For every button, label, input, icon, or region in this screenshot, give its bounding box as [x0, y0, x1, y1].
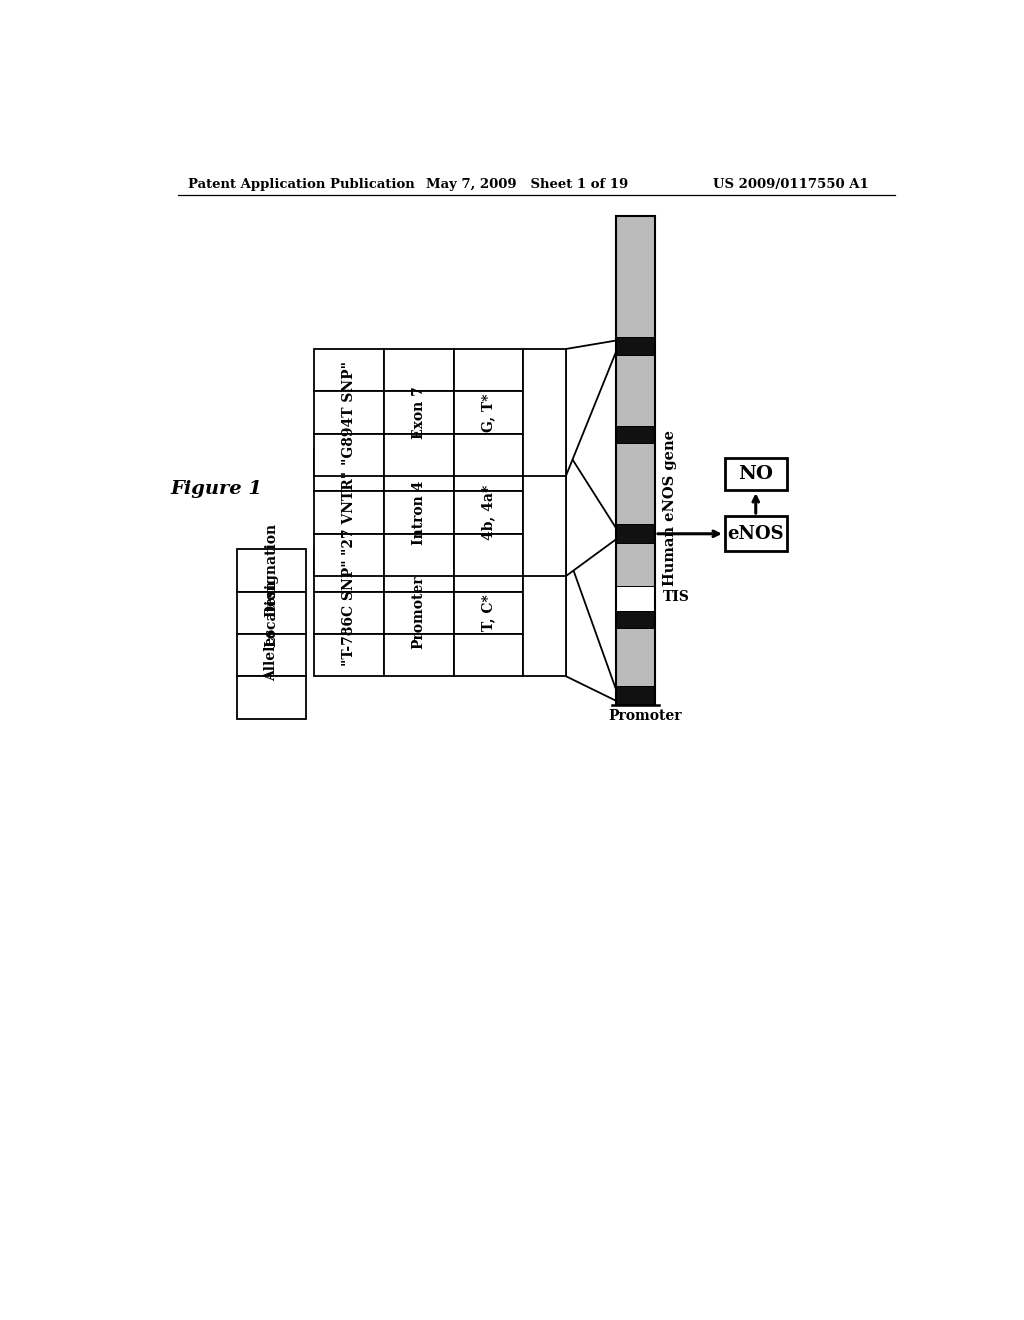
Bar: [454, 434, 523, 477]
Text: Promoter: Promoter: [608, 709, 682, 723]
Bar: [454, 533, 523, 576]
Text: May 7, 2009   Sheet 1 of 19: May 7, 2009 Sheet 1 of 19: [426, 178, 629, 190]
Bar: [616, 686, 655, 705]
Bar: [616, 337, 655, 355]
Bar: [454, 634, 523, 676]
Bar: [314, 391, 384, 434]
Bar: [237, 591, 306, 634]
Text: TIS: TIS: [663, 590, 689, 605]
Text: T, C*: T, C*: [481, 594, 496, 631]
Bar: [616, 444, 655, 524]
Text: "T-786C SNP": "T-786C SNP": [342, 560, 356, 667]
Text: Intron 4: Intron 4: [412, 480, 426, 545]
Bar: [616, 524, 655, 544]
Bar: [384, 491, 454, 533]
Text: Figure 1: Figure 1: [171, 480, 262, 499]
Bar: [523, 449, 566, 576]
Bar: [725, 516, 786, 552]
Text: US 2009/0117550 A1: US 2009/0117550 A1: [713, 178, 869, 190]
Text: "G894T SNP": "G894T SNP": [342, 360, 356, 465]
Bar: [237, 634, 306, 676]
Bar: [616, 628, 655, 686]
Bar: [616, 216, 655, 705]
Bar: [384, 549, 454, 591]
Bar: [616, 426, 655, 444]
Bar: [237, 676, 306, 718]
Bar: [384, 634, 454, 676]
Polygon shape: [566, 449, 616, 576]
Bar: [384, 533, 454, 576]
Bar: [314, 591, 384, 634]
Bar: [314, 549, 384, 591]
Bar: [384, 591, 454, 634]
Bar: [314, 634, 384, 676]
Text: Alleles: Alleles: [264, 630, 279, 681]
Text: "27 VNTR": "27 VNTR": [342, 470, 356, 554]
Bar: [725, 458, 786, 490]
Polygon shape: [566, 549, 616, 701]
Bar: [616, 611, 655, 628]
Text: eNOS: eNOS: [727, 525, 784, 543]
Text: Location: Location: [264, 579, 279, 647]
Bar: [454, 491, 523, 533]
Bar: [384, 348, 454, 391]
Bar: [616, 544, 655, 586]
Bar: [523, 549, 566, 676]
Text: Exon 7: Exon 7: [412, 387, 426, 438]
Bar: [314, 449, 384, 491]
Bar: [454, 449, 523, 491]
Bar: [314, 533, 384, 576]
Bar: [237, 549, 306, 591]
Bar: [314, 491, 384, 533]
Bar: [384, 434, 454, 477]
Bar: [454, 348, 523, 391]
Text: Human eNOS gene: Human eNOS gene: [663, 430, 677, 586]
Text: Patent Application Publication: Patent Application Publication: [188, 178, 415, 190]
Text: NO: NO: [738, 465, 773, 483]
Bar: [384, 449, 454, 491]
Bar: [616, 216, 655, 337]
Bar: [384, 391, 454, 434]
Bar: [616, 355, 655, 426]
Polygon shape: [566, 341, 616, 477]
Text: 4b, 4a*: 4b, 4a*: [481, 484, 496, 540]
Bar: [454, 549, 523, 591]
Text: Promoter: Promoter: [412, 576, 426, 649]
Bar: [523, 348, 566, 477]
Text: Designation: Designation: [264, 523, 279, 618]
Bar: [314, 434, 384, 477]
Bar: [454, 391, 523, 434]
Bar: [616, 586, 655, 611]
Text: G, T*: G, T*: [481, 393, 496, 432]
Bar: [314, 348, 384, 391]
Bar: [454, 591, 523, 634]
